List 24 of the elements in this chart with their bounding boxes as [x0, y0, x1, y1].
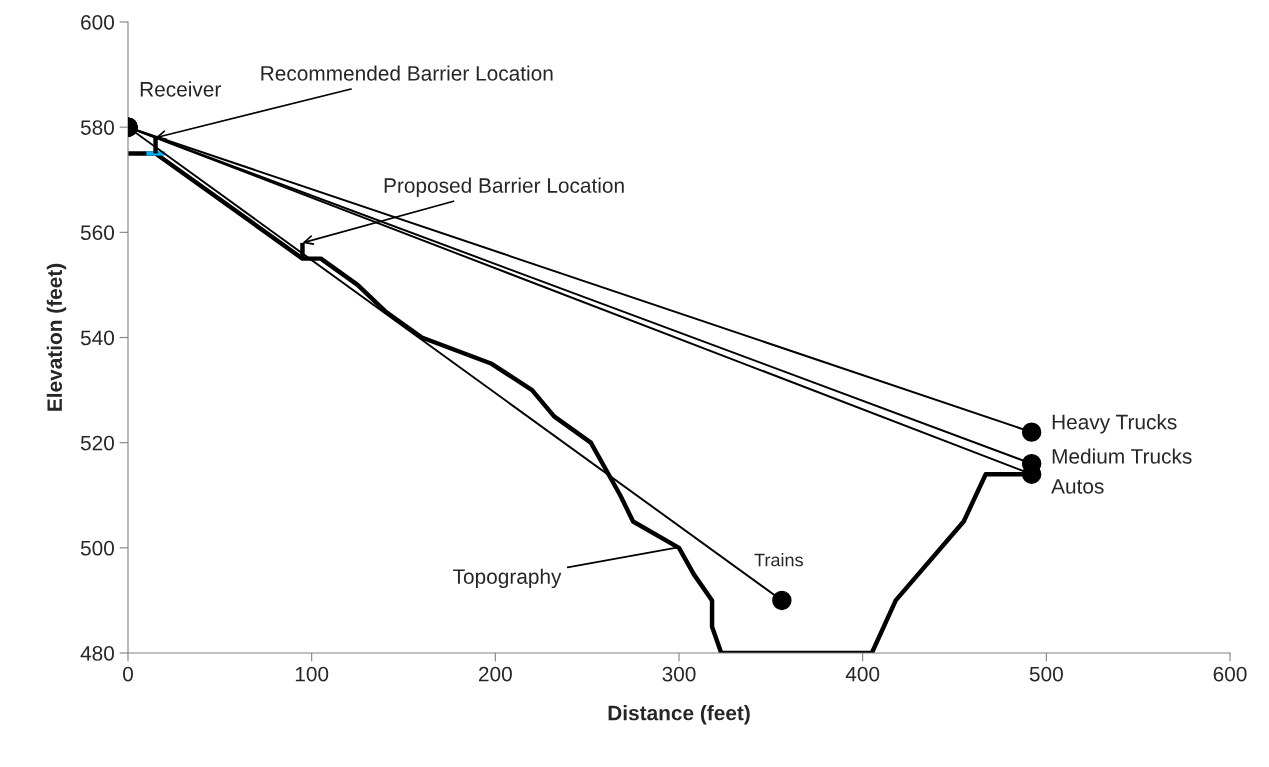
y-tick-label: 480 [80, 646, 114, 661]
y-tick-label: 500 [80, 540, 114, 556]
y-axis-title: Elevation (feet) [46, 263, 67, 411]
x-tick-label: 300 [662, 666, 696, 682]
y-tick-label: 600 [81, 15, 114, 30]
x-tick-label: 600 [1213, 666, 1247, 682]
series-label: Heavy Trucks [1052, 414, 1177, 434]
x-tick-label: 200 [479, 666, 512, 682]
y-tick-label: 520 [80, 435, 114, 451]
annotation: Proposed Barrier Location [384, 177, 624, 197]
x-tick-label: 100 [295, 666, 329, 682]
x-tick-label: 0 [123, 666, 133, 682]
series-label: Trains [754, 553, 803, 567]
x-axis-title: Distance (feet) [608, 705, 750, 725]
y-tick-label: 580 [80, 120, 114, 135]
y-tick-label: 560 [80, 225, 114, 241]
y-tick-label: 540 [80, 330, 114, 346]
series-label: Autos [1051, 479, 1104, 494]
x-tick-label: 500 [1029, 666, 1063, 682]
x-tick-label: 400 [845, 666, 880, 682]
annotation: Receiver [140, 81, 221, 97]
annotation: Topography [453, 568, 562, 589]
annotation: Recommended Barrier Location [261, 65, 553, 81]
series-label: Medium Trucks [1052, 448, 1192, 464]
